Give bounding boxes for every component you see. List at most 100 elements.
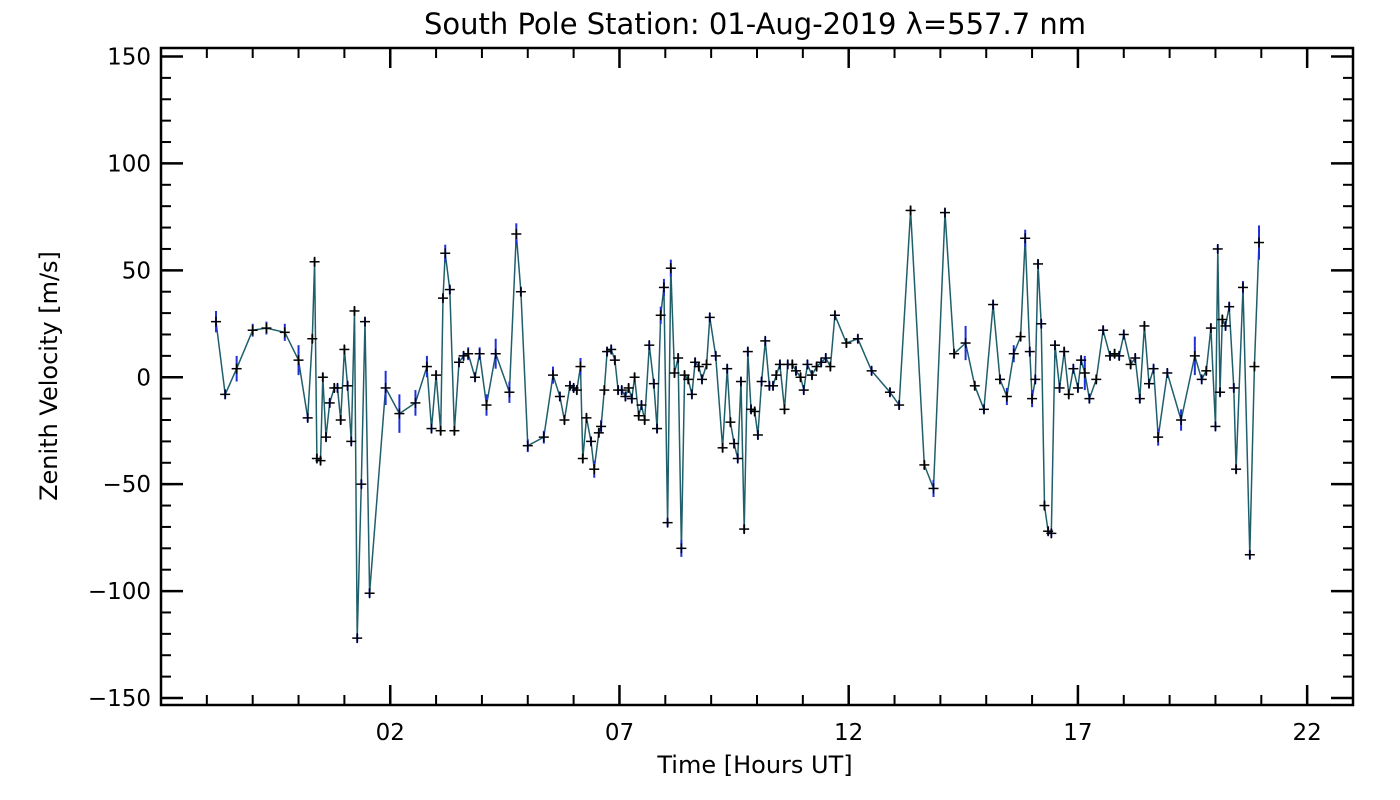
- data-point: [1162, 367, 1173, 378]
- data-point: [1063, 389, 1074, 400]
- data-point: [547, 370, 558, 381]
- data-point: [1027, 393, 1038, 404]
- data-point: [449, 425, 460, 436]
- data-point: [620, 391, 631, 402]
- data-point: [1079, 367, 1090, 378]
- data-point: [231, 363, 242, 374]
- data-point: [1084, 393, 1095, 404]
- data-point: [710, 350, 721, 361]
- data-point: [798, 385, 809, 396]
- data-point: [816, 357, 827, 368]
- data-point: [490, 348, 501, 359]
- tick-labels: 02 07 12 17 22 −150 −100 −50 0 50 100 150: [88, 45, 1322, 747]
- data-point: [749, 406, 760, 417]
- data-point: [1228, 382, 1239, 393]
- data-point: [790, 365, 801, 376]
- data-point: [599, 385, 610, 396]
- data-point: [474, 348, 485, 359]
- data-point: [554, 391, 565, 402]
- data-point: [658, 282, 669, 293]
- data-point: [511, 228, 522, 239]
- data-point: [1176, 415, 1187, 426]
- data-point: [335, 415, 346, 426]
- data-point: [315, 455, 326, 466]
- data-point: [307, 333, 318, 344]
- data-point: [515, 286, 526, 297]
- data-point: [504, 387, 515, 398]
- data-point: [1201, 365, 1212, 376]
- data-point: [960, 338, 971, 349]
- data-point: [470, 372, 481, 383]
- data-point: [410, 397, 421, 408]
- data-point: [1008, 348, 1019, 359]
- data-point: [596, 421, 607, 432]
- data-point: [575, 361, 586, 372]
- data-point: [1114, 350, 1125, 361]
- data-point: [1054, 382, 1065, 393]
- data-point: [247, 325, 258, 336]
- data-point: [1076, 355, 1087, 366]
- data-point: [356, 479, 367, 490]
- data-point: [811, 361, 822, 372]
- data-point: [756, 376, 767, 387]
- data-point: [1050, 340, 1060, 351]
- data-point: [686, 389, 697, 400]
- data-point: [665, 263, 676, 274]
- data-point: [437, 293, 448, 304]
- data-point: [626, 393, 637, 404]
- data-point: [593, 427, 604, 438]
- data-point: [652, 423, 663, 434]
- data-point: [644, 340, 655, 351]
- data-point: [380, 382, 391, 393]
- data-point: [421, 361, 432, 372]
- data-point: [820, 353, 831, 364]
- data-point: [1001, 391, 1012, 402]
- data-point: [538, 432, 549, 443]
- data-point: [342, 380, 353, 391]
- data-point: [1189, 350, 1200, 361]
- series-line: [215, 209, 1260, 639]
- data-point: [807, 370, 818, 381]
- y-tick-label: −150: [88, 686, 151, 712]
- data-point: [919, 459, 930, 470]
- data-point: [1098, 325, 1109, 336]
- data-point: [1020, 233, 1031, 244]
- data-point: [1033, 258, 1044, 269]
- y-tick-label: 100: [107, 151, 151, 177]
- data-point: [939, 207, 950, 218]
- data-point: [701, 359, 712, 370]
- data-point: [444, 284, 455, 295]
- data-point: [1143, 378, 1154, 389]
- data-point: [1039, 500, 1050, 511]
- data-point: [648, 378, 659, 389]
- data-point: [693, 361, 704, 372]
- data-point: [458, 350, 469, 361]
- data-point: [655, 310, 666, 321]
- data-point: [1024, 346, 1035, 357]
- data-point: [795, 372, 806, 383]
- data-point: [463, 348, 474, 359]
- data-point: [768, 380, 779, 391]
- data-point: [1254, 237, 1265, 248]
- data-point: [1210, 421, 1221, 432]
- x-axis-label: Time [Hours UT]: [656, 751, 852, 779]
- data-point: [522, 440, 533, 451]
- data-point: [435, 425, 446, 436]
- y-tick-label: −100: [88, 579, 151, 605]
- data-point: [1231, 464, 1242, 475]
- data-point: [662, 517, 673, 528]
- data-point: [440, 248, 451, 259]
- data-point: [1105, 350, 1116, 361]
- data-point: [1134, 393, 1145, 404]
- data-point: [978, 404, 989, 415]
- x-tick-label: 12: [834, 720, 863, 746]
- data-point: [261, 323, 272, 334]
- data-point: [1148, 363, 1159, 374]
- data-point: [321, 432, 332, 443]
- data-point: [559, 415, 570, 426]
- data-point: [1036, 318, 1047, 329]
- data-point: [349, 305, 360, 316]
- data-point: [1046, 528, 1057, 539]
- data-point: [852, 333, 863, 344]
- data-point: [1196, 374, 1207, 385]
